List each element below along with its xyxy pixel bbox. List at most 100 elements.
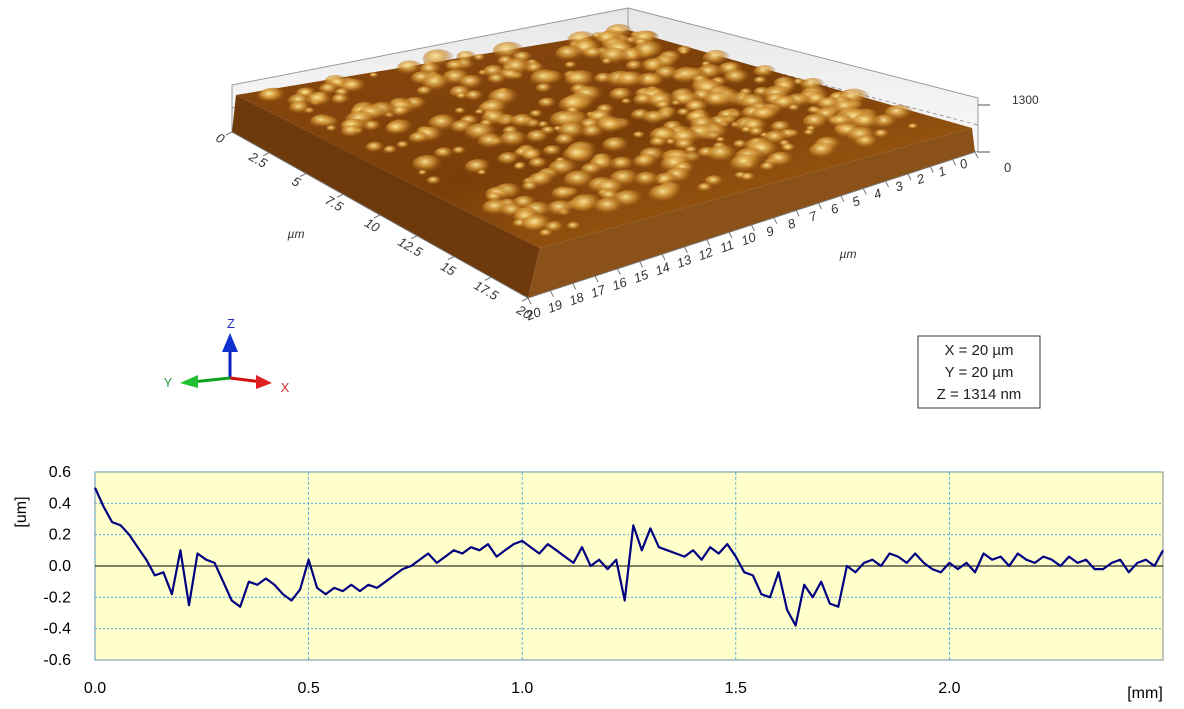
info-line: Z = 1314 nm xyxy=(937,386,1022,403)
surface-bump xyxy=(409,132,431,145)
info-line: X = 20 µm xyxy=(944,342,1013,359)
y3d-tick xyxy=(528,298,531,304)
info-box: X = 20 µm Y = 20 µm Z = 1314 nm xyxy=(918,336,1040,408)
surface-bump xyxy=(741,173,757,183)
surface-bump xyxy=(465,90,485,102)
y3d-tick-label: 3 xyxy=(893,178,906,195)
y3d-tick xyxy=(796,210,799,216)
x3d-tick-label: 0 xyxy=(213,130,227,147)
y3d-tick xyxy=(841,196,844,202)
y3d-tick-label: 15 xyxy=(632,266,651,285)
axis-triad: Z Y X xyxy=(164,316,290,395)
surface-bump xyxy=(543,145,563,157)
surface-bump xyxy=(697,183,713,193)
surface-bump xyxy=(488,73,508,85)
surface-bump xyxy=(536,83,554,94)
x-tick-label: 1.5 xyxy=(725,680,747,697)
y3d-tick xyxy=(930,167,933,173)
surface-bump xyxy=(455,108,467,115)
surface-bump xyxy=(716,137,726,143)
surface-bump xyxy=(621,98,632,104)
y3d-tick-label: 1 xyxy=(936,163,948,180)
y3d-tick-label: 17 xyxy=(589,281,608,300)
x3d-tick xyxy=(374,215,380,218)
surface-bump xyxy=(788,104,801,112)
surface-bump xyxy=(514,163,527,171)
y3d-tick xyxy=(573,283,576,289)
x-tick-label: 0.0 xyxy=(84,680,106,697)
surface-bump xyxy=(258,88,285,104)
surface-bump xyxy=(602,58,614,65)
y3d-tick-label: 16 xyxy=(610,274,629,293)
x3d-tick xyxy=(485,277,491,280)
triad-label: Z xyxy=(227,316,235,331)
surface-bump xyxy=(538,98,557,109)
x-tick-label: 1.0 xyxy=(511,680,533,697)
surface-bump xyxy=(650,137,669,148)
y3d-tick-label: 12 xyxy=(696,244,715,263)
surface-bump xyxy=(417,86,434,96)
surface-bump xyxy=(326,125,338,132)
y3d-tick xyxy=(774,218,777,224)
info-line: Y = 20 µm xyxy=(945,364,1014,381)
x3d-tick-label: 17.5 xyxy=(472,278,502,304)
surface-bump xyxy=(385,121,410,136)
y3d-tick-label: 19 xyxy=(546,297,565,316)
x3d-tick xyxy=(522,298,528,301)
surface-bump xyxy=(477,170,487,176)
y3d-tick xyxy=(908,174,911,180)
y3d-tick-label: 10 xyxy=(739,229,758,248)
y3d-tick-label: 9 xyxy=(764,223,776,240)
x3d-tick xyxy=(411,236,417,239)
y3d-tick-label: 18 xyxy=(567,289,586,308)
y-tick-label: 0.0 xyxy=(49,558,71,575)
surface-bump xyxy=(855,135,880,150)
x3d-tick xyxy=(448,257,454,260)
triad-label: X xyxy=(281,380,290,395)
surface-bump xyxy=(908,123,919,130)
y-tick-label: 0.2 xyxy=(49,527,71,544)
y3d-tick-label: 13 xyxy=(675,251,694,270)
y3d-tick-label: 5 xyxy=(850,193,863,210)
surface-bump xyxy=(427,176,443,185)
surface-bump xyxy=(753,65,776,79)
surface-bump xyxy=(555,45,585,62)
surface-bump xyxy=(565,61,578,69)
y3d-tick xyxy=(953,159,956,165)
surface-bump xyxy=(369,72,379,78)
y3d-tick-label: 14 xyxy=(653,259,672,278)
surface-bump xyxy=(418,170,428,176)
surface-bump xyxy=(781,143,796,152)
surface-bump xyxy=(567,222,582,231)
y3d-tick-label: 8 xyxy=(785,215,798,232)
y3d-tick-label: 4 xyxy=(871,185,883,202)
surface-bump xyxy=(649,184,683,204)
y3d-tick-label: 2 xyxy=(914,170,928,187)
surface-bump xyxy=(289,101,312,115)
y3d-tick xyxy=(863,189,866,195)
y3d-tick xyxy=(975,152,978,158)
y3d-tick xyxy=(550,291,553,297)
x3d-axis-label: µm xyxy=(288,227,305,241)
z3d-tick-label: 1300 xyxy=(1012,93,1039,107)
surface-bump xyxy=(804,129,816,136)
surface-bump xyxy=(602,137,631,154)
x3d-tick-label: 7.5 xyxy=(323,192,347,214)
surface-bump xyxy=(383,146,398,155)
page: 02.557.51012.51517.520µm2019181716151413… xyxy=(0,0,1184,704)
y3d-tick-label: 7 xyxy=(807,208,820,225)
y-tick-label: -0.2 xyxy=(43,589,71,606)
profile-chart: -0.6-0.4-0.20.00.20.40.60.00.51.01.52.0[… xyxy=(13,464,1163,702)
surface-bump xyxy=(633,131,646,139)
y-tick-label: 0.4 xyxy=(49,495,71,512)
surface-bump xyxy=(526,130,551,145)
surface-bump xyxy=(633,155,659,170)
surface-bump xyxy=(478,134,506,150)
y3d-tick xyxy=(662,254,665,260)
x-tick-label: 0.5 xyxy=(297,680,319,697)
surface-bump xyxy=(643,111,668,126)
x3d-tick-label: 15 xyxy=(438,258,459,279)
x3d-tick-label: 10 xyxy=(362,215,383,236)
surface-bump xyxy=(730,154,763,174)
y3d-tick xyxy=(819,203,822,209)
